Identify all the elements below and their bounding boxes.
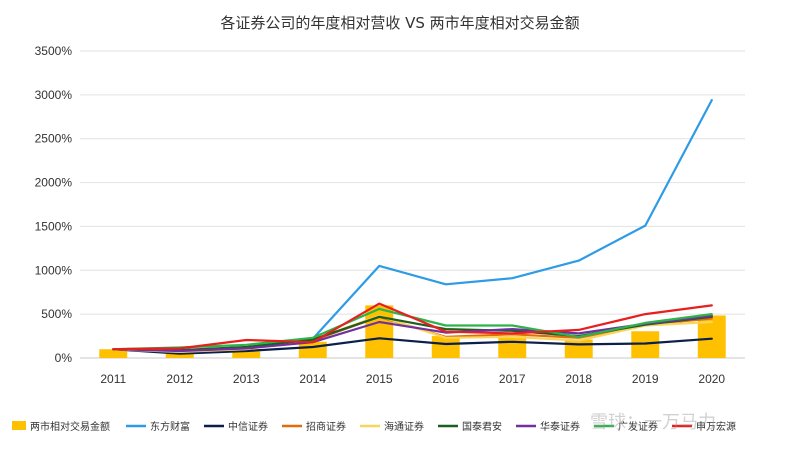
x-tick-label: 2013 <box>233 372 260 386</box>
y-tick-label: 1000% <box>35 263 73 277</box>
x-tick-label: 2019 <box>632 372 659 386</box>
legend-label: 广发证券 <box>618 420 658 433</box>
series-line <box>112 302 713 351</box>
y-tick-label: 500% <box>41 307 72 321</box>
y-tick-label: 3500% <box>35 44 73 58</box>
watermark-text: 雪球：一万马力 <box>590 412 716 433</box>
series-line <box>112 337 713 355</box>
legend-label: 东方财富 <box>150 420 190 433</box>
x-tick-labels: 2011 2012 2013 2014 2015 2016 2017 2018 2019 2020 <box>100 372 725 386</box>
bar <box>498 336 527 358</box>
x-tick-label: 2016 <box>432 372 459 386</box>
x-tick-label: 2020 <box>698 372 725 386</box>
legend-label: 两市相对交易金额 <box>30 420 110 433</box>
bar <box>431 336 460 358</box>
x-tick-label: 2017 <box>499 372 526 386</box>
y-tick-label: 1500% <box>35 219 73 233</box>
legend-label: 国泰君安 <box>462 420 502 433</box>
legend-label: 海通证券 <box>384 420 424 433</box>
chart-title: 各证券公司的年度相对营收 VS 两市年度相对交易金额 <box>220 14 579 32</box>
legend: 两市相对交易金额 东方财富 中信证券 招商证券 海通证券 国泰君安 华泰证券 广发证券 申万宏源 <box>12 420 736 433</box>
y-tick-label: 0% <box>55 351 73 365</box>
x-tick-label: 2011 <box>100 372 126 386</box>
x-tick-label: 2012 <box>166 372 193 386</box>
legend-label: 申万宏源 <box>696 420 736 433</box>
x-tick-label: 2018 <box>565 372 592 386</box>
y-tick-label: 3000% <box>35 88 73 102</box>
bar <box>99 349 128 358</box>
y-tick-label: 2000% <box>35 176 73 190</box>
legend-label: 招商证券 <box>306 420 346 433</box>
y-tick-labels: 0% 500% 1000% 1500% 2000% 2500% 3000% 3500% <box>35 44 73 365</box>
legend-swatch <box>12 421 26 430</box>
lines-group <box>112 98 713 355</box>
series-line <box>112 314 713 353</box>
legend-label: 华泰证券 <box>540 420 580 433</box>
bar <box>165 352 194 358</box>
x-tick-label: 2015 <box>366 372 393 386</box>
legend-label: 中信证券 <box>228 420 268 433</box>
bar <box>232 351 261 358</box>
x-tick-label: 2014 <box>299 372 326 386</box>
bar <box>564 339 593 358</box>
y-tick-label: 2500% <box>35 132 73 146</box>
